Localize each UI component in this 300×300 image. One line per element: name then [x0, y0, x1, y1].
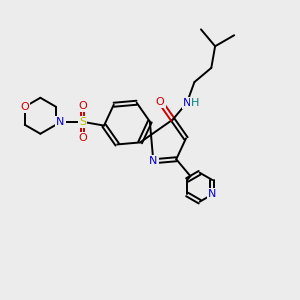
Text: N: N — [56, 117, 64, 127]
Text: N: N — [208, 190, 217, 200]
Text: H: H — [191, 98, 199, 108]
Text: O: O — [78, 101, 87, 111]
Text: O: O — [20, 102, 29, 112]
Text: O: O — [78, 133, 87, 143]
Text: O: O — [156, 97, 164, 106]
Text: N: N — [183, 98, 191, 108]
Text: N: N — [149, 156, 158, 166]
Text: N: N — [56, 117, 64, 127]
Text: S: S — [79, 117, 86, 127]
